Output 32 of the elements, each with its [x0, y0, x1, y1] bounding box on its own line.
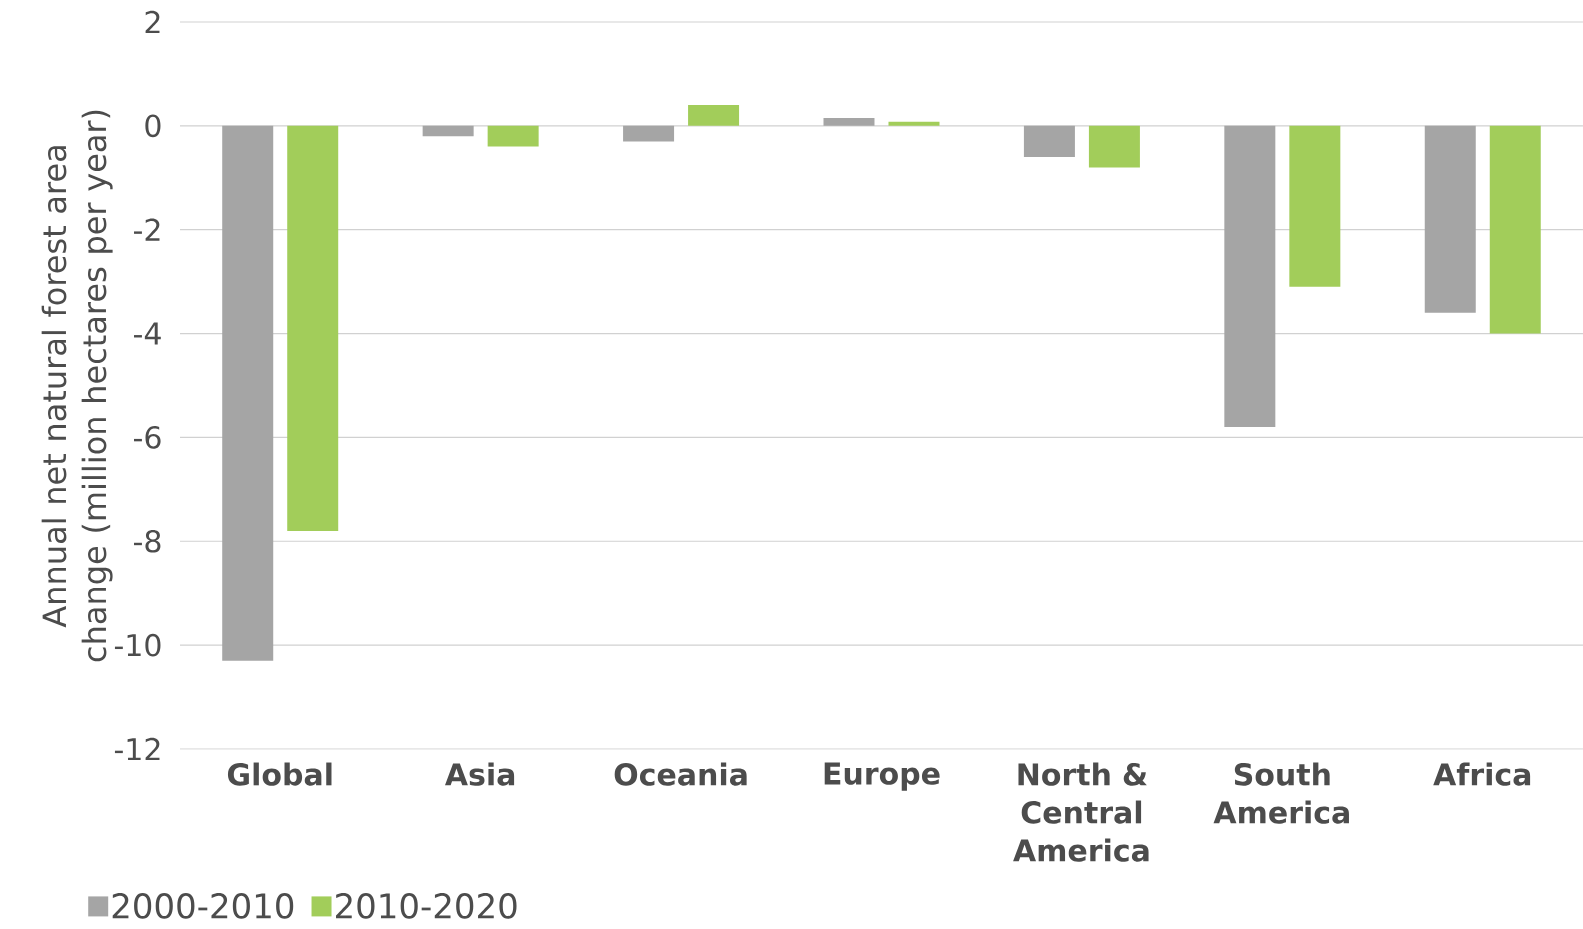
bar: [1088, 125, 1140, 168]
y-tick-label: -12: [114, 737, 160, 761]
bar: [487, 125, 539, 147]
bar: [287, 125, 339, 531]
x-tick-label: South America: [1213, 762, 1349, 824]
bar: [1424, 125, 1476, 313]
bar: [422, 125, 474, 137]
bar: [688, 105, 740, 126]
y-tick-label: -4: [134, 322, 161, 345]
bar: [1289, 125, 1341, 287]
x-tick-label: Europe: [824, 762, 940, 791]
bar: [222, 125, 274, 661]
y-axis-title: Annual net natural forest area change (million hectares per year): [41, 110, 113, 662]
x-tick-label: Asia: [444, 762, 515, 786]
y-tick-label: 0: [145, 114, 161, 138]
y-tick-label: -6: [134, 426, 161, 449]
bar: [1023, 125, 1075, 158]
bar: [888, 121, 940, 126]
y-tick-label: -2: [134, 218, 160, 241]
legend-label: 2010-2020: [336, 893, 517, 919]
y-tick-label: 2: [145, 10, 160, 34]
x-tick-label: Oceania: [614, 762, 747, 786]
y-tick-label: -10: [114, 633, 161, 657]
bar: [623, 125, 675, 142]
y-tick-label: -8: [134, 529, 161, 553]
bar: [1224, 125, 1276, 428]
legend-label: 2000-2010: [112, 893, 294, 919]
x-tick-label: Africa: [1433, 762, 1531, 786]
x-tick-label: Global: [227, 762, 332, 786]
bar: [823, 118, 875, 126]
x-tick-label: North & Central America: [1013, 762, 1149, 862]
bar: [1489, 125, 1541, 334]
